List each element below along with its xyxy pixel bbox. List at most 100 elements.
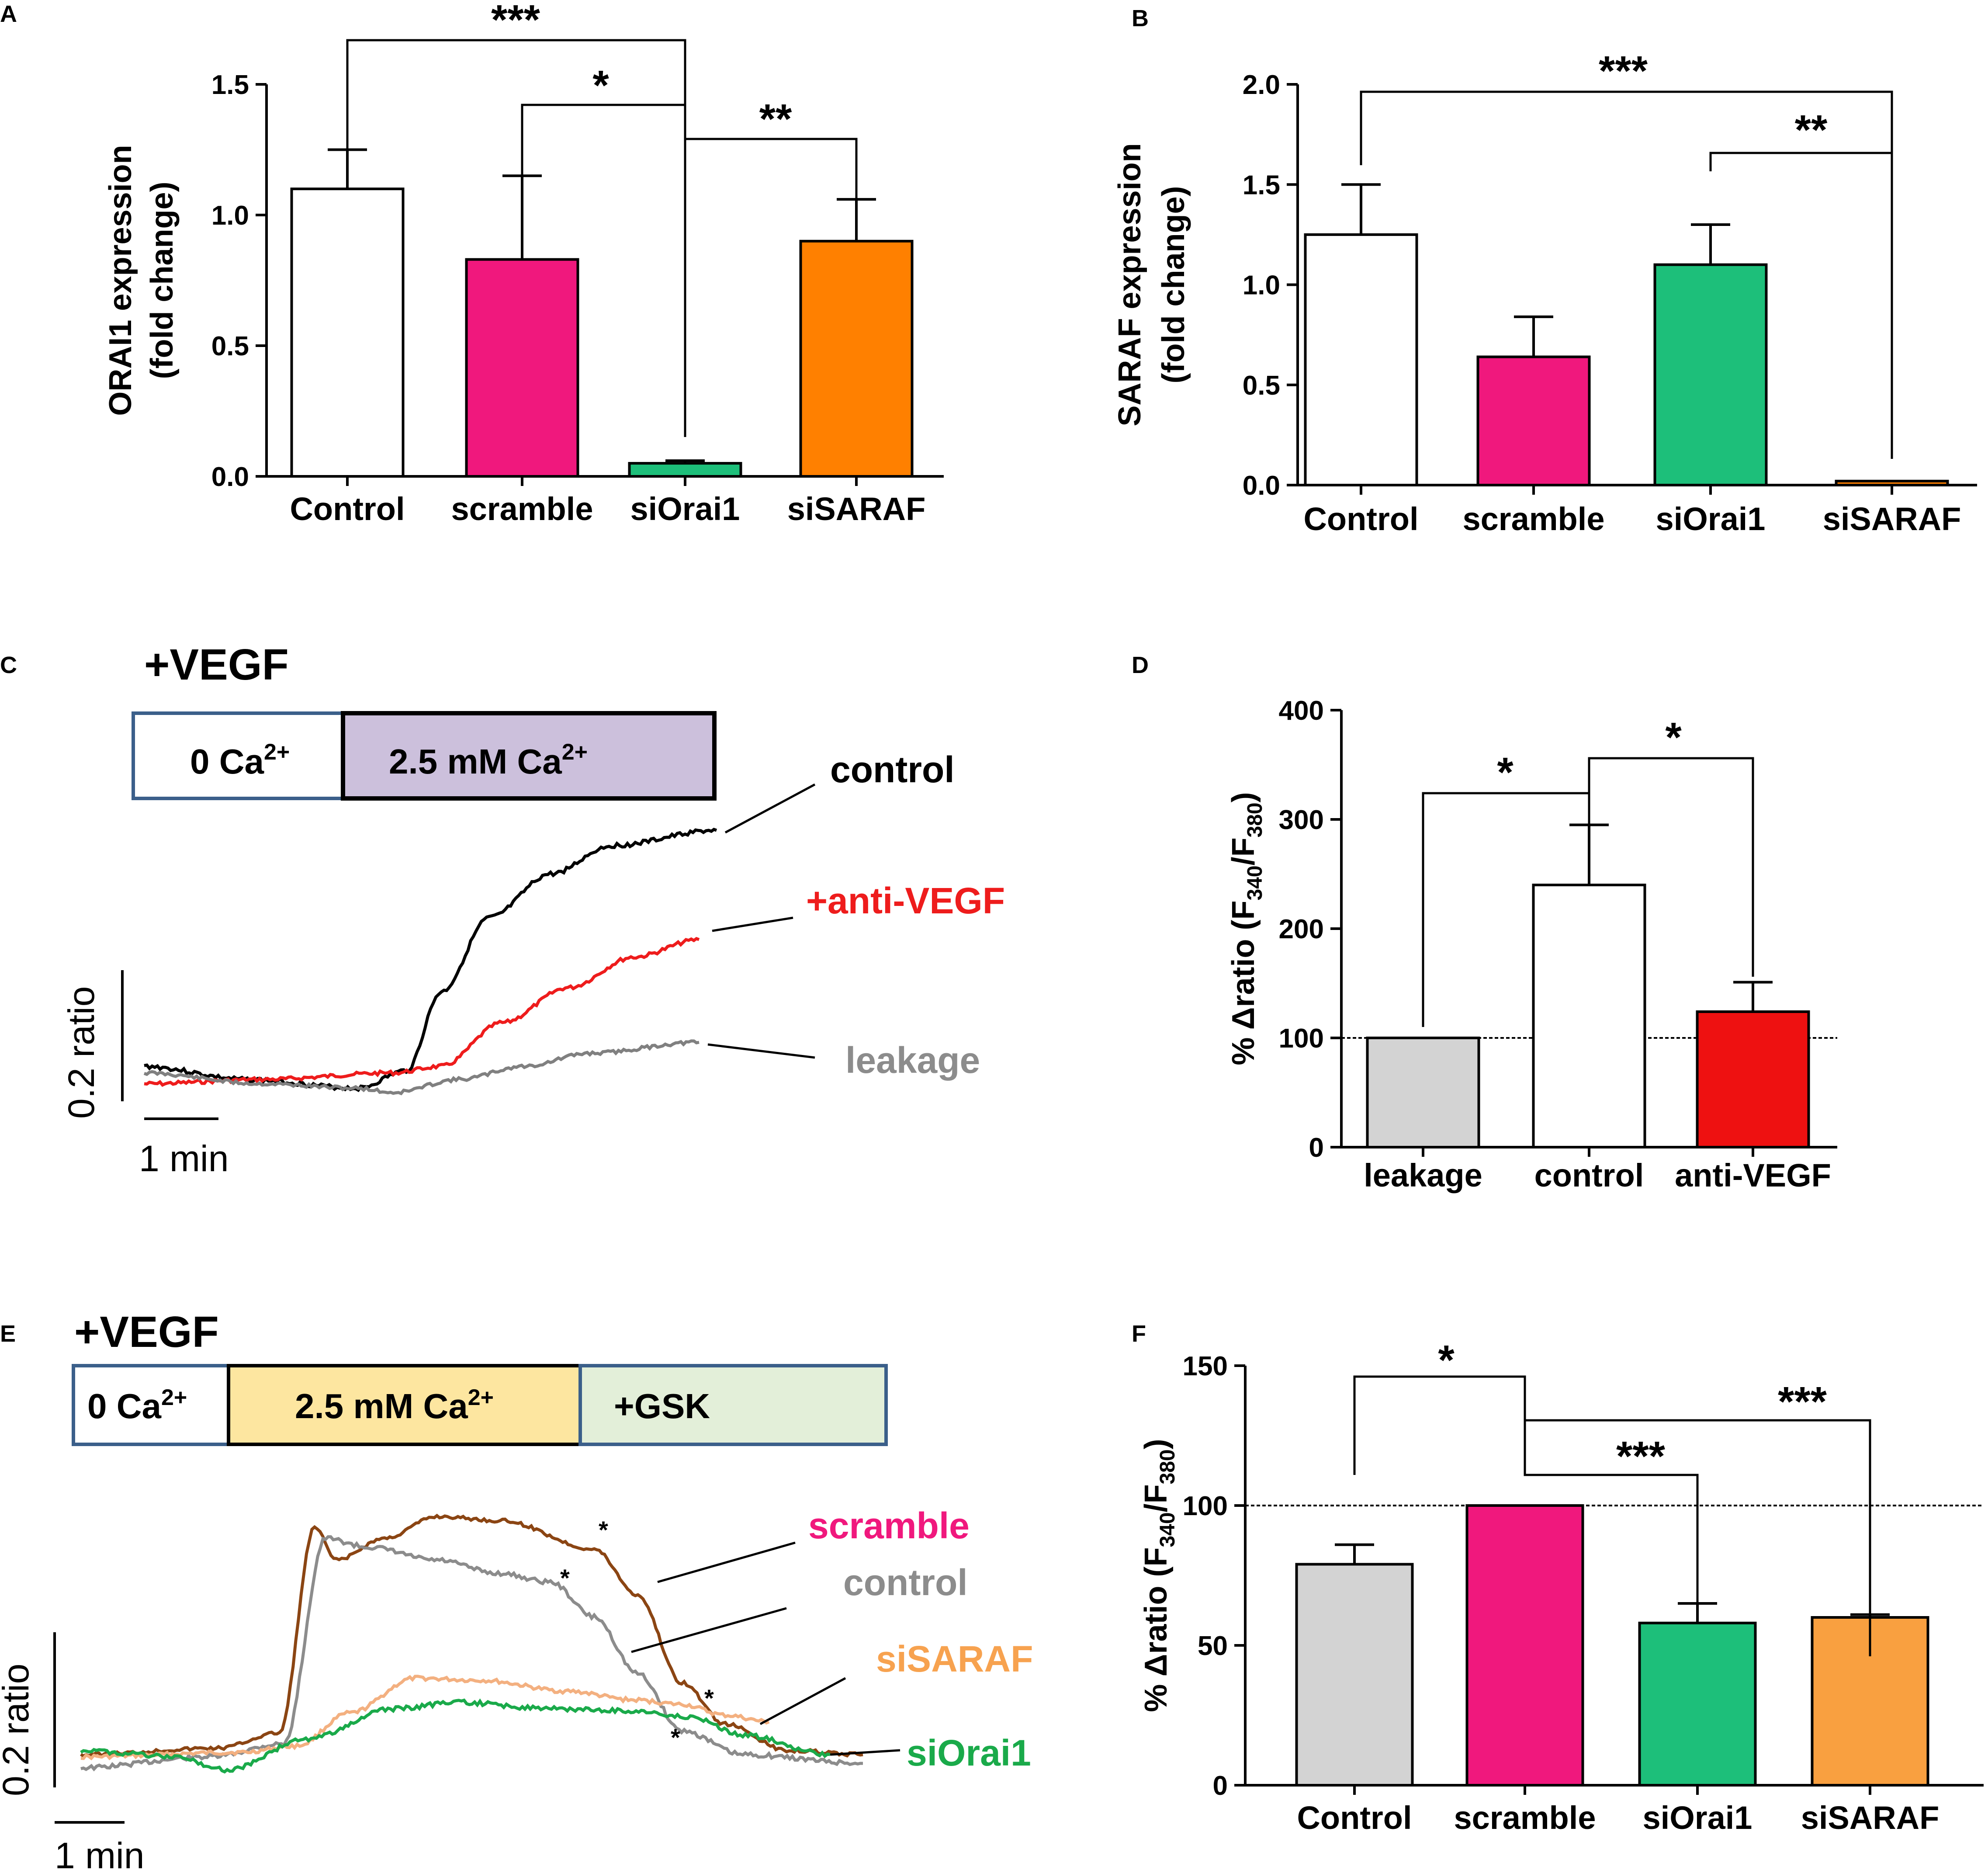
bar-siorai1 — [628, 462, 742, 478]
y-tick-label: 0 — [1309, 1133, 1324, 1163]
leader-control-e — [631, 1607, 787, 1653]
protocol-box-0ca — [132, 711, 345, 800]
category-label: siSARAF — [787, 491, 926, 527]
significance-bracket — [1353, 1375, 1526, 1475]
trace-control-e — [80, 1535, 863, 1772]
panel-e-traces: +VEGF 0 Ca2+ 2.5 mM Ca2+ +GSK * * * * sc… — [0, 1308, 1033, 1870]
y-tick-label: 100 — [1279, 1023, 1324, 1054]
significance-stars: ** — [1795, 107, 1828, 153]
panel-e-header: +VEGF — [74, 1308, 219, 1357]
y-axis-title: SARAF expression — [1112, 143, 1147, 426]
label-scramble: scramble — [808, 1505, 970, 1546]
protocol-e-2-5ca-label: 2.5 mM Ca2+ — [295, 1385, 494, 1426]
protocol-box-e-2-5ca — [227, 1364, 582, 1446]
y-tick-label: 0.0 — [211, 462, 249, 492]
protocol-box-2-5ca — [341, 711, 717, 801]
y-tick-label: 300 — [1279, 805, 1324, 835]
y-tick-label: 1.5 — [211, 70, 249, 100]
scale-y-label: 0.2 ratio — [61, 986, 102, 1119]
trace-siorai1 — [80, 1698, 831, 1774]
category-label: scramble — [1454, 1800, 1596, 1836]
y-axis-title: ORAI1 expression — [103, 145, 138, 416]
bar-siorai1 — [1653, 263, 1768, 487]
protocol-0ca-label: 0 Ca2+ — [190, 739, 290, 781]
category-label: control — [1534, 1157, 1644, 1193]
panel-f-bar-chart: Control scramble siOrai1 siSARAF 0 50 100 150 % … — [1139, 1337, 1984, 1836]
panel-label-b: B — [1132, 5, 1149, 31]
y-tick-label: 150 — [1183, 1351, 1228, 1381]
panel-label-a: A — [0, 1, 17, 27]
bar-scramble — [1465, 1504, 1584, 1787]
leader-anti-vegf — [712, 916, 793, 932]
trace-anti-vegf — [144, 937, 700, 1087]
panel-label-f: F — [1132, 1321, 1146, 1347]
category-label: siOrai1 — [630, 491, 740, 527]
category-label: Control — [290, 491, 405, 527]
category-label: scramble — [1463, 501, 1605, 537]
y-tick-label: 2.0 — [1243, 70, 1280, 100]
category-label: anti-VEGF — [1675, 1157, 1831, 1193]
panel-d-bar-chart: leakage control anti-VEGF 0 100 200 300 400 % Δr… — [1226, 696, 1837, 1193]
trace-sisaraf — [80, 1675, 770, 1761]
marker-sisaraf: * — [704, 1684, 714, 1712]
y-tick-label: 100 — [1183, 1491, 1228, 1521]
leader-control — [724, 783, 816, 834]
y-tick-label: 1.5 — [1243, 170, 1280, 200]
bar-anti-vegf — [1696, 1010, 1810, 1148]
bar-control — [1532, 884, 1646, 1148]
y-tick-label: 0.5 — [1243, 371, 1280, 401]
y-tick-label: 400 — [1279, 696, 1324, 726]
trace-leakage — [143, 1039, 700, 1096]
panel-c-header: +VEGF — [144, 640, 289, 689]
y-tick-label: 0.5 — [211, 331, 249, 361]
y-tick-label: 1.0 — [1243, 271, 1280, 301]
label-control-e: control — [843, 1562, 968, 1603]
panel-label-d: D — [1132, 652, 1149, 678]
category-label: Control — [1303, 501, 1418, 537]
y-tick-label: 200 — [1279, 914, 1324, 944]
y-tick-label: 0.0 — [1243, 471, 1280, 501]
category-label: siOrai1 — [1643, 1800, 1752, 1836]
protocol-e-gsk-label: +GSK — [614, 1387, 710, 1426]
y-axis-title: % Δratio (F340/F380) — [1226, 792, 1267, 1065]
significance-stars: ** — [759, 96, 792, 142]
y-tick-label: 50 — [1198, 1631, 1228, 1661]
y-tick-label: 1.0 — [211, 201, 249, 231]
marker-scramble: * — [599, 1516, 608, 1544]
category-label: siOrai1 — [1656, 501, 1766, 537]
label-sisaraf: siSARAF — [876, 1638, 1033, 1679]
leader-siorai1 — [830, 1749, 900, 1756]
category-label: scramble — [451, 491, 593, 527]
category-label: Control — [1297, 1800, 1412, 1836]
bar-sisaraf — [799, 239, 914, 478]
y-axis-subtitle: (fold change) — [1156, 186, 1191, 384]
bar-scramble — [1476, 355, 1591, 486]
leader-scramble — [657, 1541, 796, 1583]
label-siorai1: siOrai1 — [907, 1732, 1031, 1773]
significance-bracket — [1524, 1442, 1699, 1605]
panel-label-e: E — [0, 1321, 16, 1347]
marker-siorai1: * — [671, 1724, 680, 1751]
y-axis-title: % Δratio (F340/F380) — [1139, 1439, 1179, 1712]
significance-bracket — [1588, 757, 1754, 977]
bar-siorai1 — [1638, 1621, 1757, 1787]
y-tick-label: 0 — [1213, 1771, 1228, 1801]
protocol-e-0ca-label: 0 Ca2+ — [87, 1385, 187, 1426]
leader-leakage — [707, 1043, 815, 1059]
panel-b-bar-chart: Control scramble siOrai1 siSARAF 0.0 0.5 1.0 1.… — [1112, 48, 1977, 537]
significance-bracket — [1709, 152, 1893, 459]
label-leakage: leakage — [845, 1040, 980, 1081]
y-axis-subtitle: (fold change) — [145, 182, 180, 379]
protocol-2-5ca-label: 2.5 mM Ca2+ — [389, 739, 588, 781]
panel-label-c: C — [0, 652, 17, 678]
category-label: leakage — [1364, 1157, 1482, 1193]
bar-control — [1304, 233, 1418, 486]
significance-stars: * — [1665, 714, 1682, 761]
bar-control — [290, 187, 405, 478]
label-control: control — [830, 749, 955, 790]
trace-scramble — [80, 1513, 863, 1758]
significance-stars: *** — [1778, 1378, 1827, 1425]
significance-stars: * — [1497, 749, 1514, 796]
significance-stars: * — [592, 62, 609, 109]
